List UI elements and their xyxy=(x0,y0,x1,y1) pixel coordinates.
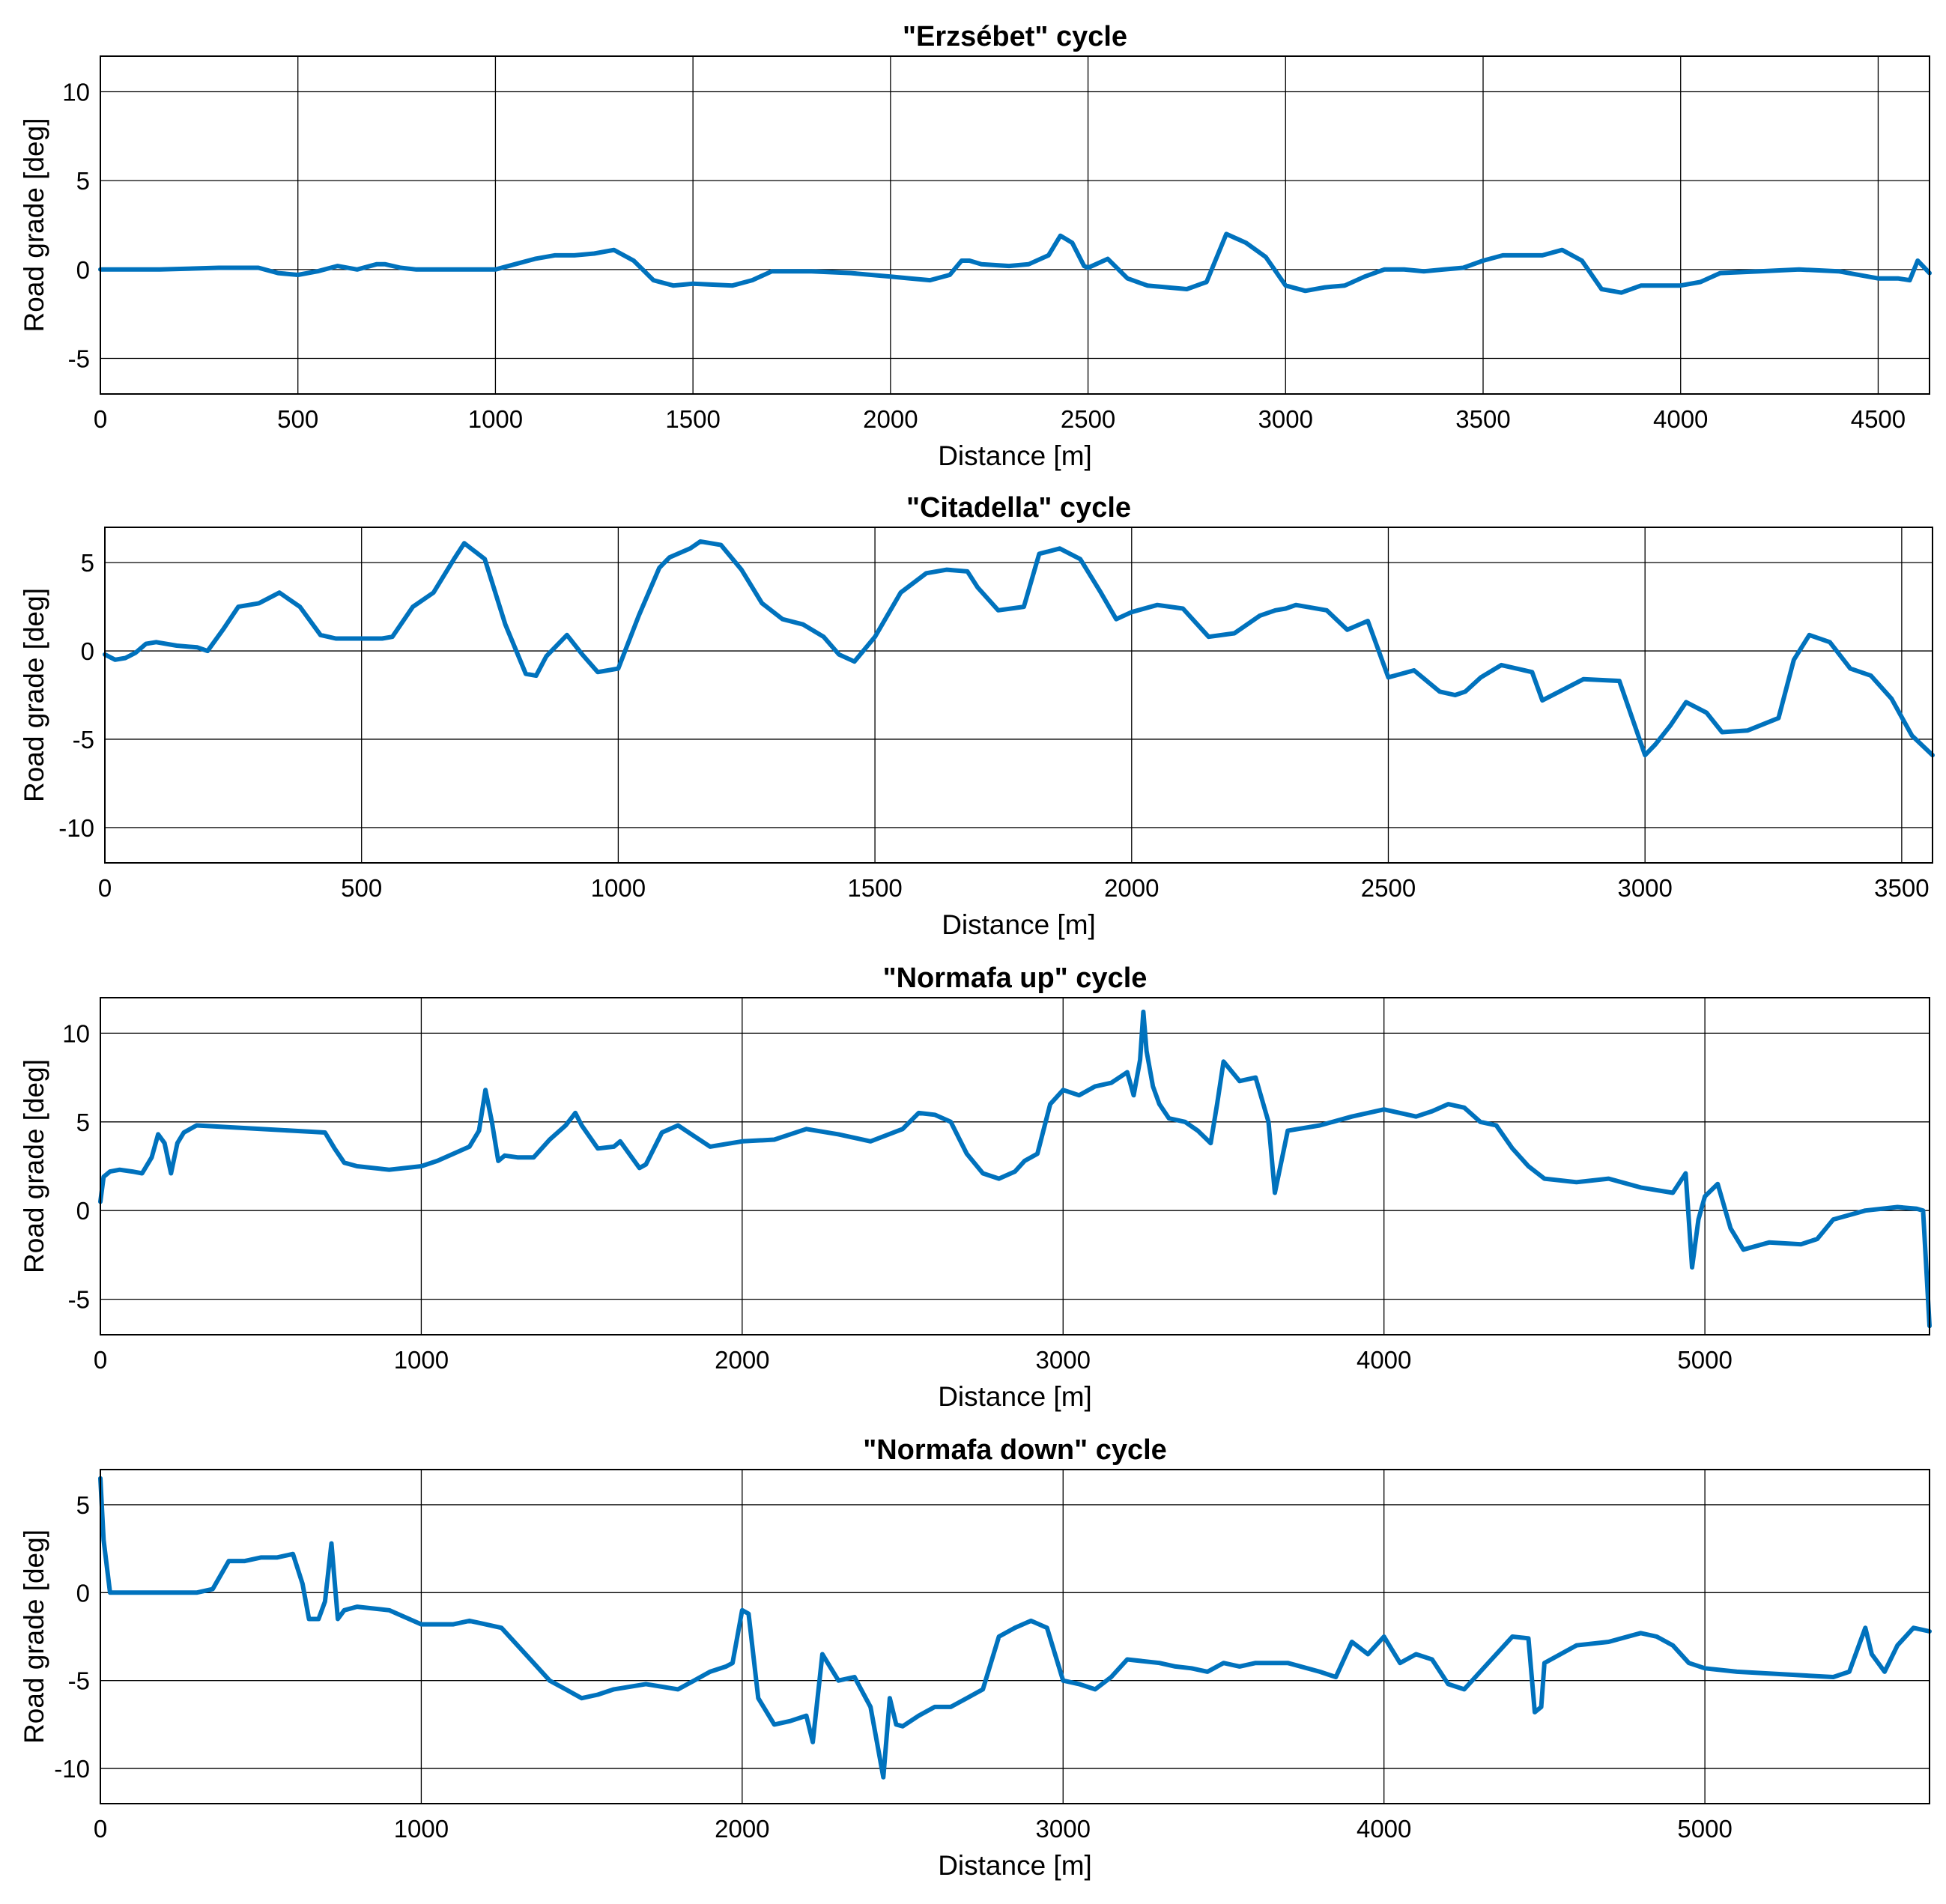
y-tick-label: 0 xyxy=(76,256,90,284)
plot-title: "Normafa up" cycle xyxy=(883,962,1148,994)
y-tick-label: -5 xyxy=(73,726,94,754)
y-axis-label: Road grade [deg] xyxy=(19,588,49,802)
road-grade-series xyxy=(98,1009,1932,1329)
x-tick-label: 500 xyxy=(277,405,318,433)
y-axis-label: Road grade [deg] xyxy=(19,1059,49,1273)
y-tick-label: 10 xyxy=(62,78,90,106)
axes-frame xyxy=(100,1469,1930,1804)
x-tick-label: 1000 xyxy=(394,1346,449,1374)
x-tick-label: 4000 xyxy=(1653,405,1708,433)
road-grade-series xyxy=(98,231,1932,295)
x-tick-label: 2500 xyxy=(1361,874,1416,902)
x-tick-label: 3500 xyxy=(1455,405,1510,433)
x-tick-label: 1000 xyxy=(591,874,646,902)
y-tick-label: -5 xyxy=(68,1667,90,1695)
road-grade-series xyxy=(98,1476,1932,1780)
y-axis-label: Road grade [deg] xyxy=(19,1529,49,1744)
x-tick-label: 2000 xyxy=(715,1815,769,1843)
x-tick-label: 3000 xyxy=(1036,1815,1091,1843)
x-tick-label: 500 xyxy=(341,874,382,902)
y-tick-label: 5 xyxy=(76,1491,90,1519)
y-tick-label: 0 xyxy=(76,1579,90,1607)
x-tick-label: 1000 xyxy=(394,1815,449,1843)
y-tick-label: 5 xyxy=(81,549,94,577)
x-tick-label: 4000 xyxy=(1357,1815,1411,1843)
x-axis-label: Distance [m] xyxy=(938,440,1092,471)
x-tick-label: 0 xyxy=(94,405,107,433)
citadella-cycle-plot: "Citadella" cycle Distance [m] Road grad… xyxy=(19,492,1935,940)
y-tick-label: 0 xyxy=(76,1197,90,1225)
x-tick-label: 2000 xyxy=(715,1346,769,1374)
x-tick-label: 0 xyxy=(94,1346,107,1374)
x-tick-label: 4500 xyxy=(1851,405,1906,433)
y-tick-label: 10 xyxy=(62,1019,90,1047)
normafa-up-cycle-plot: "Normafa up" cycle Distance [m] Road gra… xyxy=(19,962,1932,1412)
y-tick-label: 5 xyxy=(76,167,90,195)
x-tick-label: 1500 xyxy=(847,874,902,902)
y-tick-label: 0 xyxy=(81,637,94,665)
normafa-down-cycle-plot: "Normafa down" cycle Distance [m] Road g… xyxy=(19,1434,1932,1881)
x-tick-label: 3500 xyxy=(1874,874,1929,902)
y-tick-label: -5 xyxy=(68,345,90,373)
y-axis-label: Road grade [deg] xyxy=(19,118,49,333)
x-tick-label: 1000 xyxy=(468,405,523,433)
x-tick-label: 5000 xyxy=(1677,1346,1732,1374)
x-tick-label: 2000 xyxy=(863,405,918,433)
x-tick-label: 4000 xyxy=(1357,1346,1411,1374)
x-tick-label: 3000 xyxy=(1036,1346,1091,1374)
x-tick-label: 3000 xyxy=(1258,405,1313,433)
x-axis-label: Distance [m] xyxy=(942,909,1096,940)
x-tick-label: 0 xyxy=(98,874,112,902)
y-tick-label: -10 xyxy=(58,814,94,842)
x-tick-label: 2500 xyxy=(1061,405,1115,433)
x-axis-label: Distance [m] xyxy=(938,1381,1092,1412)
y-tick-label: -5 xyxy=(68,1286,90,1314)
x-axis-label: Distance [m] xyxy=(938,1850,1092,1881)
x-tick-label: 2000 xyxy=(1104,874,1159,902)
x-tick-label: 1500 xyxy=(665,405,720,433)
plot-title: "Erzsébet" cycle xyxy=(903,21,1127,52)
y-tick-label: -10 xyxy=(54,1755,90,1783)
axes-frame xyxy=(100,55,1930,395)
axes-frame xyxy=(104,527,1933,864)
axes-frame xyxy=(100,997,1930,1335)
road-grade-series xyxy=(103,539,1935,758)
x-tick-label: 3000 xyxy=(1617,874,1672,902)
x-tick-label: 5000 xyxy=(1677,1815,1732,1843)
y-tick-label: 5 xyxy=(76,1109,90,1136)
x-tick-label: 0 xyxy=(94,1815,107,1843)
erzsebet-cycle-plot: "Erzsébet" cycle Distance [m] Road grade… xyxy=(19,21,1932,471)
plot-title: "Normafa down" cycle xyxy=(863,1434,1167,1466)
plot-title: "Citadella" cycle xyxy=(906,492,1131,524)
